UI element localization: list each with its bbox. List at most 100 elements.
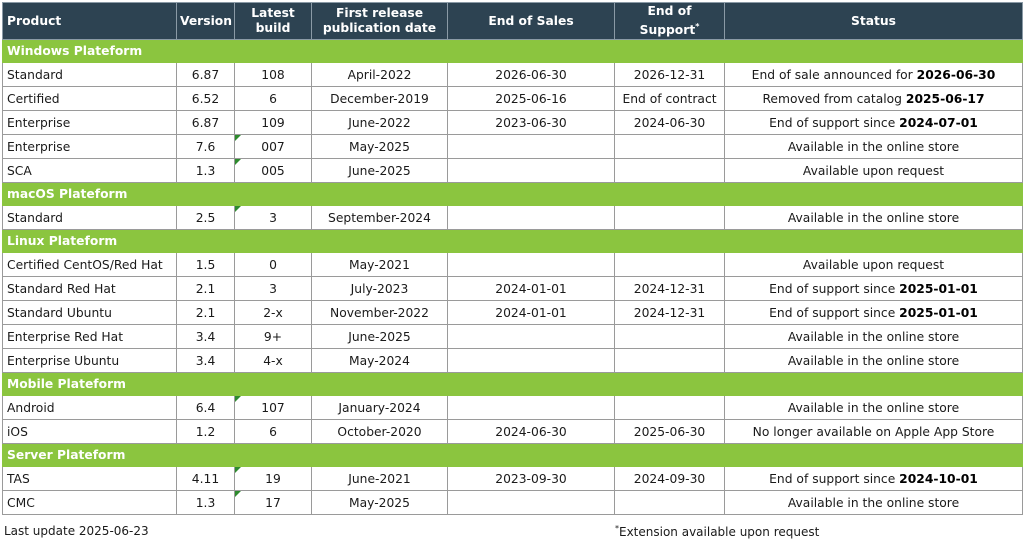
status-date: 2026-06-30 [916,67,996,82]
build-cell: 9+ [234,324,312,349]
table-row: Certified 6.52 6 December-2019 2025-06-16 End… [2,86,1023,111]
status-text: End of support since [769,281,900,296]
header-first-release-line2: publication date [322,21,437,35]
product-cell: Enterprise [2,134,177,159]
section-header-row: Windows Plateform [2,39,1023,63]
end-of-sales-cell: 2026-06-30 [447,62,615,87]
build-value: 19 [265,471,281,486]
table-row: CMC 1.3 17 May-2025 Available in the online … [2,490,1023,515]
end-of-sales-cell: 2024-06-30 [447,419,615,444]
product-cell: Standard Ubuntu [2,300,177,325]
end-of-support-cell: 2024-09-30 [614,466,725,491]
version-cell: 2.1 [176,276,235,301]
cell-note-marker [235,135,241,141]
end-of-sales-cell [447,134,615,159]
status-cell: End of sale announced for 2026-06-30 [724,62,1023,87]
end-of-support-cell [614,252,725,277]
release-date-cell: June-2022 [311,110,448,135]
version-cell: 1.3 [176,490,235,515]
build-cell: 005 [234,158,312,183]
status-cell: Available in the online store [724,134,1023,159]
status-cell: Available upon request [724,252,1023,277]
table-row: Standard Red Hat 2.1 3 July-2023 2024-01-01 2… [2,276,1023,301]
end-of-sales-cell: 2025-06-16 [447,86,615,111]
product-lifecycle-table: Product Version Latest build First releas… [2,2,1023,515]
section-title: macOS Plateform [2,182,1023,206]
section-header-row: Mobile Plateform [2,372,1023,396]
footnote-mark: * [615,524,619,533]
end-of-sales-cell [447,158,615,183]
end-of-sales-cell [447,205,615,230]
product-cell: Android [2,395,177,420]
version-cell: 6.87 [176,110,235,135]
header-product: Product [2,2,177,40]
status-text: Available upon request [802,257,945,272]
section-title: Server Plateform [2,443,1023,467]
release-date-cell: May-2024 [311,348,448,373]
version-cell: 1.3 [176,158,235,183]
product-cell: Standard [2,62,177,87]
header-latest-build-line2: build [255,21,291,35]
product-cell: CMC [2,490,177,515]
release-date-cell: May-2021 [311,252,448,277]
header-end-of-sales: End of Sales [447,2,615,40]
end-of-support-cell [614,158,725,183]
section-header-row: macOS Plateform [2,182,1023,206]
header-first-release-line1: First release [335,6,424,20]
version-cell: 7.6 [176,134,235,159]
build-cell: 108 [234,62,312,87]
header-latest-build-line1: Latest [251,6,295,20]
end-of-support-cell: 2024-06-30 [614,110,725,135]
build-cell: 2-x [234,300,312,325]
build-value: 3 [269,210,277,225]
version-cell: 4.11 [176,466,235,491]
release-date-cell: May-2025 [311,134,448,159]
table-row: Certified CentOS/Red Hat 1.5 0 May-2021 Avai… [2,252,1023,277]
status-text: End of support since [769,471,900,486]
table-row: Standard 6.87 108 April-2022 2026-06-30 2026-… [2,62,1023,87]
build-cell: 3 [234,276,312,301]
table-row: TAS 4.11 19 June-2021 2023-09-30 2024-09-30 En… [2,466,1023,491]
section-title: Windows Plateform [2,39,1023,63]
status-text: Available in the online store [787,495,960,510]
table-body: Windows Plateform Standard 6.87 108 April-20… [2,39,1023,515]
product-cell: Enterprise Red Hat [2,324,177,349]
end-of-support-cell: 2025-06-30 [614,419,725,444]
status-cell: Available upon request [724,158,1023,183]
table-row: Enterprise 6.87 109 June-2022 2023-06-30 2024… [2,110,1023,135]
release-date-cell: January-2024 [311,395,448,420]
status-text: Available in the online store [787,210,960,225]
build-cell: 007 [234,134,312,159]
section-title: Linux Plateform [2,229,1023,253]
build-cell: 4-x [234,348,312,373]
end-of-sales-cell [447,348,615,373]
end-of-support-cell [614,395,725,420]
version-cell: 3.4 [176,348,235,373]
version-cell: 6.4 [176,395,235,420]
cell-note-marker [235,491,241,497]
header-first-release: First release publication date [311,2,448,40]
build-value: 007 [261,139,285,154]
release-date-cell: June-2025 [311,324,448,349]
version-cell: 2.5 [176,205,235,230]
status-text: Available in the online store [787,139,960,154]
build-cell: 107 [234,395,312,420]
header-end-of-support-mark: * [695,21,700,31]
status-cell: Available in the online store [724,324,1023,349]
build-cell: 6 [234,86,312,111]
end-of-support-cell [614,205,725,230]
header-version: Version [176,2,235,40]
release-date-cell: May-2025 [311,490,448,515]
end-of-support-cell: 2024-12-31 [614,276,725,301]
end-of-sales-cell [447,395,615,420]
product-cell: SCA [2,158,177,183]
status-text: End of sale announced for [751,67,917,82]
build-cell: 17 [234,490,312,515]
release-date-cell: June-2021 [311,466,448,491]
release-date-cell: December-2019 [311,86,448,111]
build-value: 108 [261,67,285,82]
section-header-row: Linux Plateform [2,229,1023,253]
status-text: Available upon request [802,163,945,178]
footnote-text: Extension available upon request [619,525,820,539]
status-date: 2025-01-01 [899,281,978,296]
